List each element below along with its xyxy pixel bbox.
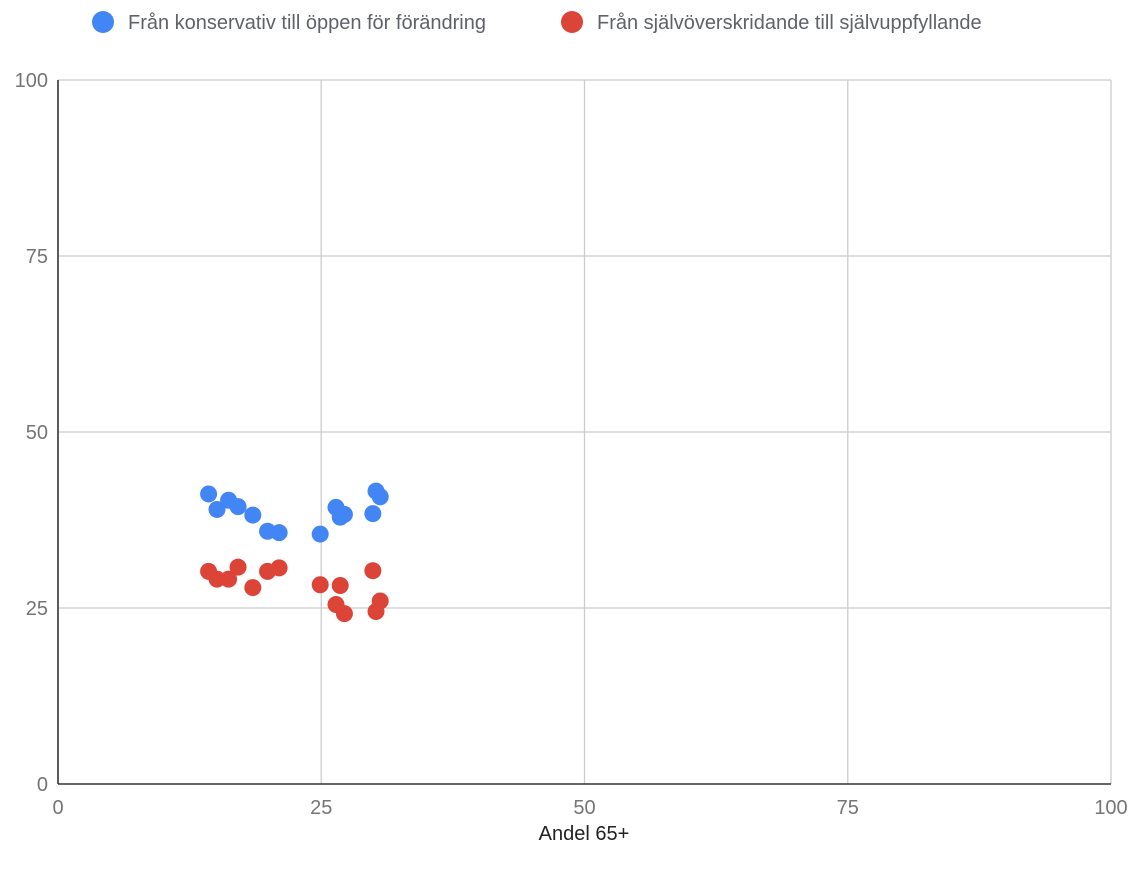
- x-tick-label: 75: [837, 797, 859, 819]
- x-axis-label: Andel 65+: [539, 823, 630, 845]
- y-tick-label: 0: [37, 774, 48, 796]
- scatter-point-series-1: [244, 506, 262, 524]
- x-tick-label: 50: [573, 797, 595, 819]
- scatter-point-series-1: [371, 488, 389, 506]
- scatter-point-series-1: [335, 505, 353, 523]
- legend-marker-series-1: [92, 11, 114, 33]
- legend-marker-series-2: [561, 11, 583, 33]
- tick-labels: 0 25 50 75 100 0 25 50 75 100: [15, 70, 1128, 819]
- scatter-point-series-2: [371, 592, 389, 610]
- scatter-point-series-1: [364, 505, 382, 523]
- scatter-point-series-1: [208, 500, 226, 518]
- gridlines: [58, 79, 1112, 784]
- scatter-point-series-1: [270, 524, 288, 542]
- y-tick-label: 75: [26, 246, 48, 268]
- scatter-point-series-2: [270, 559, 288, 577]
- scatter-point-series-2: [311, 576, 329, 594]
- scatter-point-series-2: [364, 562, 382, 580]
- data-points: [200, 482, 389, 623]
- scatter-point-series-2: [220, 570, 238, 588]
- axes: [57, 80, 1111, 785]
- legend-label-series-1: Från konservativ till öppen för förändri…: [128, 12, 486, 34]
- scatter-point-series-2: [335, 605, 353, 623]
- y-tick-label: 25: [26, 598, 48, 620]
- y-tick-label: 100: [15, 70, 48, 92]
- legend: Från konservativ till öppen för förändri…: [92, 11, 982, 34]
- legend-label-series-2: Från självöverskridande till självuppfyl…: [597, 12, 982, 34]
- scatter-point-series-1: [200, 485, 218, 503]
- x-tick-label: 100: [1094, 797, 1127, 819]
- y-tick-label: 50: [26, 422, 48, 444]
- x-tick-label: 25: [310, 797, 332, 819]
- x-tick-label: 0: [52, 797, 63, 819]
- scatter-point-series-2: [331, 576, 349, 594]
- scatter-point-series-2: [244, 579, 262, 597]
- scatter-point-series-1: [229, 498, 247, 516]
- scatter-point-series-1: [311, 525, 329, 543]
- scatter-point-series-2: [229, 558, 247, 576]
